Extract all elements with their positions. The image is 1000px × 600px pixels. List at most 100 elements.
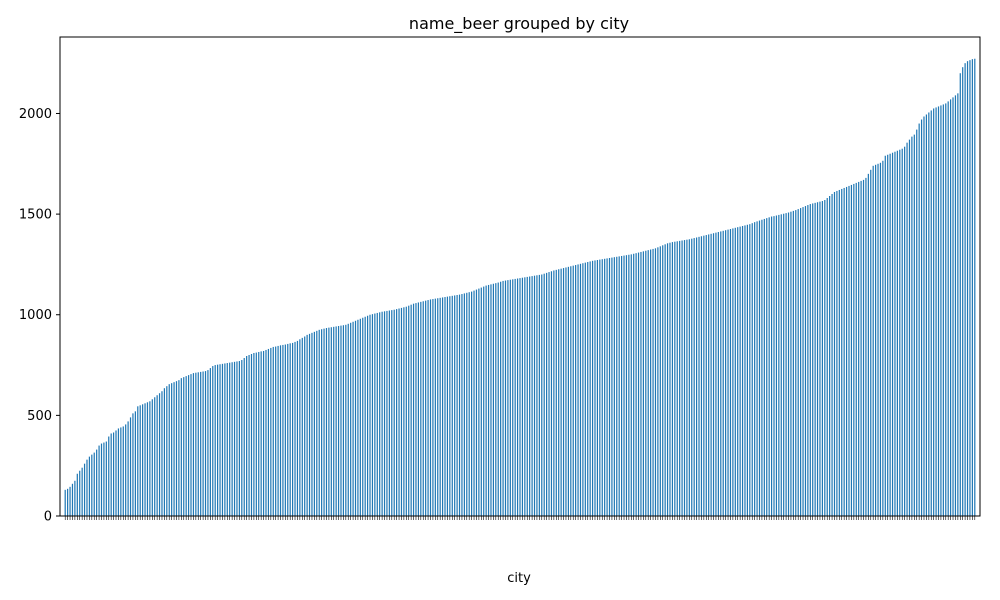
bar [275, 346, 277, 516]
bar [725, 230, 727, 516]
bar [192, 373, 195, 516]
bar [233, 361, 236, 516]
bar [108, 436, 110, 516]
bar [647, 250, 649, 516]
bar [821, 201, 823, 516]
bar [601, 259, 603, 516]
bar [843, 187, 845, 516]
x-axis-ticks [64, 516, 976, 520]
bar [238, 361, 240, 516]
bar [652, 248, 654, 516]
bar [495, 283, 497, 516]
bar [127, 421, 129, 516]
bar [427, 300, 429, 516]
bar [628, 254, 630, 516]
bar [369, 314, 371, 516]
bar [695, 237, 698, 516]
bar [91, 454, 93, 516]
bar [853, 183, 855, 517]
bar [546, 272, 548, 516]
bar [809, 204, 811, 517]
bar [768, 217, 770, 516]
bar [891, 152, 894, 516]
bar [350, 322, 352, 516]
bar [717, 232, 719, 516]
bar [565, 267, 567, 516]
bar [468, 292, 470, 516]
bar [679, 240, 681, 516]
bar [96, 449, 98, 516]
bar [226, 363, 228, 516]
bar [884, 155, 886, 517]
bar [471, 291, 473, 516]
bar [279, 345, 282, 516]
bar [562, 268, 565, 516]
bar [732, 228, 734, 516]
bar [715, 232, 717, 516]
bar [594, 260, 596, 516]
bar [258, 351, 260, 516]
bar [858, 181, 860, 516]
bar [877, 163, 879, 517]
bar [826, 198, 828, 516]
bar [333, 326, 335, 516]
bar [287, 343, 289, 516]
bar [183, 377, 185, 516]
bar [841, 188, 843, 516]
bar [536, 275, 538, 516]
bar [306, 334, 308, 516]
bar [178, 380, 180, 516]
bar [185, 376, 187, 516]
bar [928, 112, 930, 516]
bar [954, 95, 957, 517]
bar [340, 325, 342, 516]
bar [139, 405, 141, 516]
bar [301, 337, 303, 516]
bar [158, 393, 161, 516]
bar [100, 443, 103, 516]
bar [533, 275, 536, 516]
bar [396, 309, 398, 516]
bar [722, 230, 724, 516]
bar [412, 303, 415, 516]
bar [749, 224, 751, 517]
bar [913, 134, 915, 517]
bar [461, 294, 463, 516]
bar [635, 253, 637, 516]
bar [398, 308, 400, 516]
bar [521, 277, 524, 516]
bar [899, 149, 901, 516]
bar [388, 310, 390, 516]
bar [284, 344, 286, 516]
bar [376, 312, 378, 516]
bar [836, 190, 838, 516]
bar [359, 318, 361, 516]
bar [83, 463, 86, 516]
bar [911, 136, 913, 516]
bar [807, 205, 809, 517]
bar [429, 299, 432, 516]
bar [608, 257, 611, 516]
bar [270, 347, 272, 516]
bar [887, 154, 889, 517]
bar [741, 225, 744, 517]
bar [882, 160, 884, 516]
bar [780, 214, 782, 516]
bar [519, 278, 521, 516]
bar [688, 239, 690, 516]
bar [933, 108, 935, 516]
bar [514, 278, 516, 516]
bar [446, 296, 449, 516]
bar [504, 280, 507, 516]
bar [906, 142, 908, 516]
bar [894, 151, 896, 516]
bar [674, 241, 676, 516]
bar [432, 299, 434, 516]
bar [800, 208, 802, 516]
bar [420, 301, 422, 516]
bar [683, 240, 686, 516]
bar [686, 239, 688, 517]
bar [785, 213, 787, 516]
bar [311, 332, 313, 516]
bar [449, 296, 451, 516]
